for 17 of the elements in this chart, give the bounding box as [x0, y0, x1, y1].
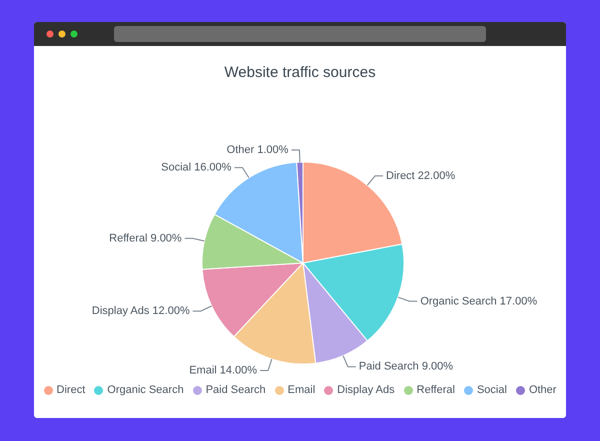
category-label: Paid Search 9.00%	[358, 360, 454, 373]
category-label: Refferal 9.00%	[109, 232, 182, 244]
legend-label: Email	[288, 384, 316, 396]
category-label: Other 1.00%	[226, 144, 288, 156]
category-label: Organic Search 17.00%	[420, 295, 538, 308]
legend-label: Organic Search	[107, 384, 184, 396]
category-label: Social 16.00%	[161, 162, 232, 174]
category-label: Email 14.00%	[189, 364, 258, 376]
chart-title: Website traffic sources	[223, 64, 377, 81]
category-label: Direct 22.00%	[386, 170, 456, 182]
legend-label: Direct	[56, 384, 86, 396]
legend-label: Paid Search	[206, 384, 266, 396]
legend-label: Other	[528, 384, 556, 396]
legend-label: Social	[476, 384, 507, 396]
legend-label: Display Ads	[337, 384, 395, 396]
category-label: Display Ads 12.00%	[92, 305, 190, 318]
legend-label: Refferal	[416, 384, 455, 396]
